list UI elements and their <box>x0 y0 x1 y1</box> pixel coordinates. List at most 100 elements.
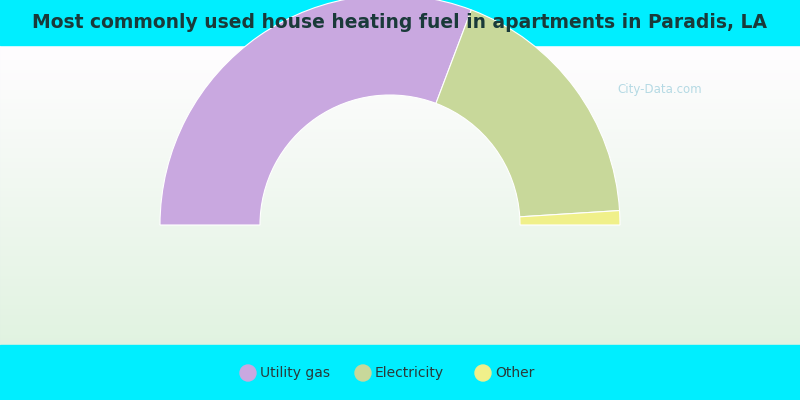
Bar <box>0 292 800 294</box>
Bar <box>0 112 800 114</box>
Bar <box>0 156 800 158</box>
Bar <box>0 196 800 198</box>
Bar <box>0 156 800 157</box>
Bar <box>0 340 800 342</box>
Wedge shape <box>436 10 619 217</box>
Bar <box>0 206 800 208</box>
Bar <box>0 134 800 135</box>
Bar <box>0 44 800 46</box>
Bar <box>0 130 800 132</box>
Bar <box>0 202 800 203</box>
Bar <box>0 234 800 235</box>
Bar <box>0 88 800 90</box>
Bar <box>0 168 800 170</box>
Bar <box>0 178 800 180</box>
Bar <box>0 178 800 179</box>
Bar <box>0 242 800 244</box>
Bar <box>0 282 800 284</box>
Bar <box>0 222 800 223</box>
Bar <box>0 336 800 337</box>
Bar <box>0 196 800 197</box>
Bar <box>0 228 800 229</box>
Bar <box>0 252 800 254</box>
Bar <box>0 166 800 168</box>
Bar <box>0 78 800 80</box>
Bar <box>0 60 800 62</box>
Bar <box>0 124 800 126</box>
Text: City-Data.com: City-Data.com <box>618 84 702 96</box>
Bar <box>0 88 800 89</box>
Bar <box>0 344 800 345</box>
Bar <box>0 152 800 154</box>
Bar <box>0 50 800 51</box>
Bar <box>0 96 800 98</box>
Bar <box>0 164 800 166</box>
Text: Utility gas: Utility gas <box>260 366 330 380</box>
Bar <box>0 164 800 165</box>
Bar <box>0 112 800 113</box>
Bar <box>0 56 800 57</box>
Bar <box>0 104 800 105</box>
Text: Electricity: Electricity <box>375 366 444 380</box>
Bar <box>0 94 800 95</box>
Bar <box>0 256 800 257</box>
Bar <box>0 70 800 71</box>
Bar <box>0 338 800 340</box>
Bar <box>0 174 800 175</box>
Bar <box>0 188 800 190</box>
Bar <box>0 52 800 54</box>
Bar <box>0 200 800 202</box>
Bar <box>0 86 800 87</box>
Bar <box>0 102 800 103</box>
Bar <box>0 280 800 282</box>
Bar <box>0 236 800 237</box>
Bar <box>0 340 800 341</box>
Wedge shape <box>160 0 471 225</box>
Bar <box>0 290 800 291</box>
Bar <box>0 74 800 75</box>
Bar <box>0 208 800 210</box>
Bar <box>0 280 800 281</box>
Bar <box>0 192 800 193</box>
Bar <box>0 64 800 66</box>
Bar <box>0 142 800 143</box>
Bar <box>0 306 800 308</box>
Bar <box>0 190 800 191</box>
Bar <box>0 84 800 85</box>
Bar <box>0 326 800 328</box>
Bar <box>0 204 800 205</box>
Bar <box>0 244 800 246</box>
Bar <box>0 260 800 262</box>
Bar <box>0 314 800 316</box>
Bar <box>0 150 800 152</box>
Bar <box>0 250 800 251</box>
Bar <box>0 92 800 94</box>
Bar <box>0 100 800 101</box>
Bar <box>0 154 800 156</box>
Bar <box>0 282 800 283</box>
Bar <box>0 70 800 72</box>
Bar <box>0 220 800 222</box>
Bar <box>0 300 800 301</box>
Bar <box>0 46 800 47</box>
Bar <box>0 136 800 137</box>
Bar <box>0 328 800 329</box>
Bar <box>0 208 800 209</box>
Bar <box>0 270 800 271</box>
Bar <box>0 302 800 304</box>
Bar <box>0 270 800 272</box>
Bar <box>0 322 800 323</box>
Bar <box>0 172 800 174</box>
Bar <box>0 264 800 265</box>
Bar <box>0 252 800 253</box>
Bar <box>0 250 800 252</box>
Bar <box>0 176 800 177</box>
Bar <box>0 190 800 192</box>
Bar <box>0 320 800 322</box>
Bar <box>0 132 800 134</box>
Bar <box>0 296 800 297</box>
Bar <box>0 82 800 83</box>
Text: Most commonly used house heating fuel in apartments in Paradis, LA: Most commonly used house heating fuel in… <box>33 13 767 32</box>
Bar <box>0 52 800 53</box>
Bar <box>0 240 800 241</box>
